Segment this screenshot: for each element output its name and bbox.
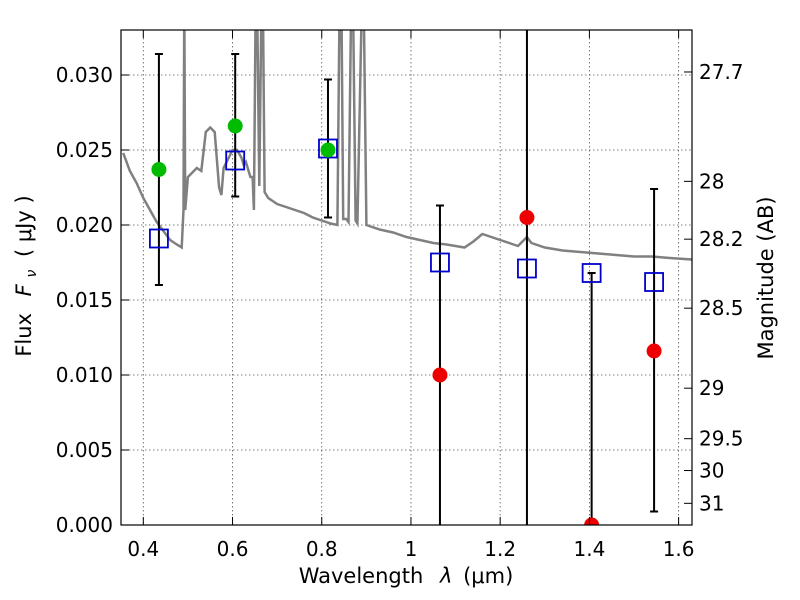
x-tick-label: 0.6	[217, 537, 249, 561]
magnitude-tick-label: 31	[699, 491, 724, 515]
y-axis-title: Flux F ν ( μJy )	[12, 195, 41, 356]
x-tick-label: 1.2	[484, 537, 516, 561]
magnitude-tick-label: 27.7	[699, 60, 744, 84]
observed-flux-point	[227, 118, 243, 134]
grid-lines	[121, 30, 692, 526]
model-photometry-marker	[225, 150, 246, 171]
observed-flux-point	[646, 343, 662, 359]
plot-frame	[120, 29, 693, 526]
x-tick-label: 1.4	[573, 537, 605, 561]
x-tick-label: 0.8	[306, 537, 338, 561]
x-axis-title: Wavelength λ (μm)	[299, 564, 514, 588]
x-axis-tick-labels: 0.4 0.6 0.8 1 1.2 1.4 1.6	[127, 537, 694, 561]
model-photometry-marker	[430, 252, 450, 273]
observed-flux-point	[151, 162, 167, 177]
magnitude-axis-title: Magnitude (AB)	[754, 196, 778, 359]
magnitude-tick-label: 29	[699, 376, 724, 400]
observed-flux-point	[320, 142, 336, 158]
observed-flux-point	[432, 367, 448, 383]
model-photometry-markers	[149, 138, 664, 292]
x-tick-label: 1.6	[663, 537, 695, 561]
magnitude-tick-label: 29.5	[699, 427, 744, 451]
x-tick-label: 1	[405, 537, 418, 561]
y-tick-label: 0.030	[56, 63, 113, 87]
y-tick-label: 0.010	[56, 363, 113, 387]
x-tick-label: 0.4	[127, 537, 159, 561]
y-tick-label: 0.025	[56, 138, 113, 162]
y-tick-label: 0.020	[56, 213, 113, 237]
axis-ticks	[121, 30, 692, 526]
observed-points	[151, 118, 662, 525]
y-tick-label: 0.005	[56, 438, 113, 462]
y-tick-label: 0.000	[56, 513, 113, 537]
observed-flux-point	[584, 517, 600, 525]
model-photometry-marker	[581, 263, 602, 283]
magnitude-axis-tick-labels: 27.7 28 28.2 28.5 29 29.5 30 31	[699, 60, 744, 515]
magnitude-tick-label: 28.2	[699, 227, 744, 251]
magnitude-tick-label: 28	[699, 169, 724, 193]
model-photometry-marker	[644, 272, 664, 292]
magnitude-tick-label: 28.5	[699, 296, 744, 320]
y-tick-label: 0.015	[56, 288, 113, 312]
model-photometry-marker	[517, 258, 537, 279]
y-axis-tick-labels: 0.000 0.005 0.010 0.015 0.020 0.025 0.030	[56, 63, 113, 537]
observed-flux-point	[519, 210, 535, 225]
model-spectrum-line	[122, 30, 692, 261]
model-photometry-marker	[149, 228, 169, 249]
magnitude-tick-label: 30	[699, 459, 724, 483]
